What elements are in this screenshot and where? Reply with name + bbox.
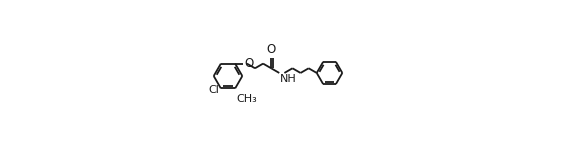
- Text: O: O: [245, 57, 254, 70]
- Text: CH₃: CH₃: [237, 94, 257, 104]
- Text: Cl: Cl: [209, 85, 220, 95]
- Text: O: O: [267, 43, 276, 56]
- Text: NH: NH: [280, 74, 296, 85]
